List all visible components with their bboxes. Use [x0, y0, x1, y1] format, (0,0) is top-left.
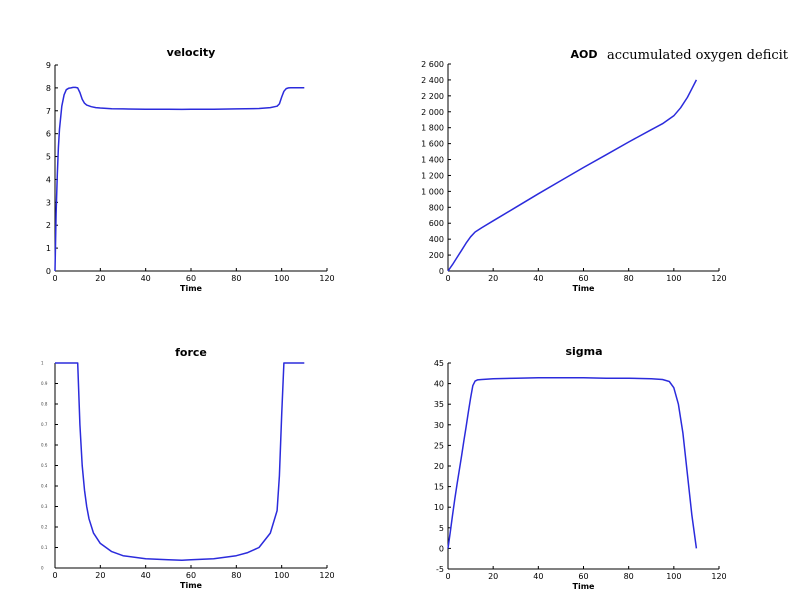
y-tick-label: 1 000: [421, 187, 444, 196]
y-tick-label: 0: [41, 566, 44, 571]
y-tick-label: 45: [434, 359, 444, 368]
x-tick-label: 0: [445, 274, 450, 283]
y-tick-label: 0.3: [41, 504, 48, 509]
x-tick-label: 120: [319, 571, 334, 580]
y-tick-label: 0: [439, 267, 444, 276]
plot-area: 0 20 40 60 80 100 120 0 1 2 3 4 5 6 7 8 9 Time: [46, 61, 335, 293]
chart-annotation: accumulated oxygen deficit: [607, 48, 789, 63]
y-tick-label: 0.4: [41, 484, 48, 489]
x-tick-label: 120: [711, 572, 726, 581]
x-tick-label: 100: [274, 571, 289, 580]
x-tick-label: 20: [95, 274, 105, 283]
y-tick-label: 20: [434, 462, 444, 471]
series-line: [55, 362, 305, 561]
y-tick-label: 35: [434, 400, 444, 409]
x-tick-label: 80: [231, 274, 241, 283]
y-tick-label: 1 400: [421, 156, 444, 165]
y-tick-label: 0.1: [41, 545, 48, 550]
x-tick-label: 100: [274, 274, 289, 283]
y-tick-label: 0: [46, 267, 51, 276]
x-tick-label: 20: [488, 274, 498, 283]
x-tick-label: 80: [231, 571, 241, 580]
x-tick-label: 0: [445, 572, 450, 581]
y-tick-label: 1 800: [421, 124, 444, 133]
y-tick-label: 10: [434, 503, 444, 512]
x-tick-label: 40: [533, 274, 543, 283]
x-tick-label: 60: [186, 571, 196, 580]
x-tick-label: 40: [141, 571, 151, 580]
y-tick-label: 5: [46, 153, 51, 162]
y-tick-label: 0.9: [41, 381, 48, 386]
plot-area: 0 20 40 60 80 100 120 0 200 400 600 800 1 000 1 200 1 …: [421, 60, 727, 293]
x-tick-label: 60: [578, 274, 588, 283]
x-tick-label: 120: [319, 274, 334, 283]
velocity-chart: velocity 0 20 40 60 80 100 120 0 1 2 3 4 5 6 7 8 9 Time: [46, 46, 335, 293]
y-tick-label: 2 400: [421, 76, 444, 85]
y-tick-label: 2 600: [421, 60, 444, 69]
y-tick-label: 1 600: [421, 140, 444, 149]
y-tick-label: 2 200: [421, 92, 444, 101]
x-axis-label: Time: [573, 284, 596, 293]
y-tick-label: 0.2: [41, 525, 48, 530]
sigma-chart: sigma 0 20 40 60 80 100 120-505101520253035404…: [434, 345, 727, 591]
y-tick-label: 1 200: [421, 171, 444, 180]
y-tick-label: 6: [46, 130, 51, 139]
x-axis-label: Time: [180, 284, 203, 293]
y-tick-label: 200: [429, 251, 444, 260]
x-tick-label: 20: [95, 571, 105, 580]
y-tick-label: 7: [46, 107, 51, 116]
x-tick-label: 120: [711, 274, 726, 283]
y-tick-label: 4: [46, 175, 51, 184]
x-tick-label: 40: [533, 572, 543, 581]
y-tick-label: 3: [46, 198, 51, 207]
x-tick-label: 100: [666, 572, 681, 581]
chart-title: velocity: [167, 46, 216, 59]
series-line: [447, 377, 698, 549]
y-tick-label: 2: [46, 221, 51, 230]
x-tick-label: 80: [624, 572, 634, 581]
series-line: [447, 79, 698, 272]
y-tick-label: 0.5: [41, 463, 48, 468]
y-tick-label: 400: [429, 235, 444, 244]
chart-title: force: [175, 346, 207, 359]
y-tick-label: 25: [434, 441, 444, 450]
x-tick-label: 60: [186, 274, 196, 283]
plot-area: 0 20 40 60 80 100 120 0 0.1 0.2 0.3 0.4 0.5 0.6 0.7 0.8…: [41, 361, 335, 591]
force-chart: force 0 20 40 60 80 100 120 0 0.1 0.2 0.3 0.4 0.5 0.6…: [41, 346, 335, 590]
y-tick-label: 30: [434, 421, 444, 430]
y-tick-label: 2 000: [421, 108, 444, 117]
y-tick-label: 1: [46, 244, 51, 253]
x-tick-label: 80: [624, 274, 634, 283]
y-tick-label: 1: [41, 361, 44, 366]
y-tick-label: 5: [439, 524, 444, 533]
y-tick-label: 0.6: [41, 443, 48, 448]
y-tick-label: 0.8: [41, 402, 48, 407]
y-tick-label: 40: [434, 380, 444, 389]
chart-title: sigma: [565, 345, 602, 358]
x-tick-label: 0: [52, 571, 57, 580]
x-tick-label: 40: [141, 274, 151, 283]
y-tick-label: 9: [46, 61, 51, 70]
y-tick-label: 600: [429, 219, 444, 228]
y-tick-label: -5: [436, 565, 444, 574]
chart-title: AOD: [571, 48, 598, 61]
x-axis-label: Time: [180, 581, 203, 590]
aod-chart: AOD accumulated oxygen deficit 0 20 40 60 80…: [421, 48, 789, 293]
x-tick-label: 0: [52, 274, 57, 283]
y-tick-label: 0: [439, 544, 444, 553]
series-line: [54, 86, 305, 272]
x-tick-label: 100: [666, 274, 681, 283]
y-tick-label: 800: [429, 203, 444, 212]
x-tick-label: 20: [488, 572, 498, 581]
x-axis-label: Time: [573, 582, 596, 591]
y-tick-label: 0.7: [41, 422, 48, 427]
x-tick-label: 60: [578, 572, 588, 581]
y-tick-label: 8: [46, 84, 51, 93]
y-tick-label: 15: [434, 483, 444, 492]
